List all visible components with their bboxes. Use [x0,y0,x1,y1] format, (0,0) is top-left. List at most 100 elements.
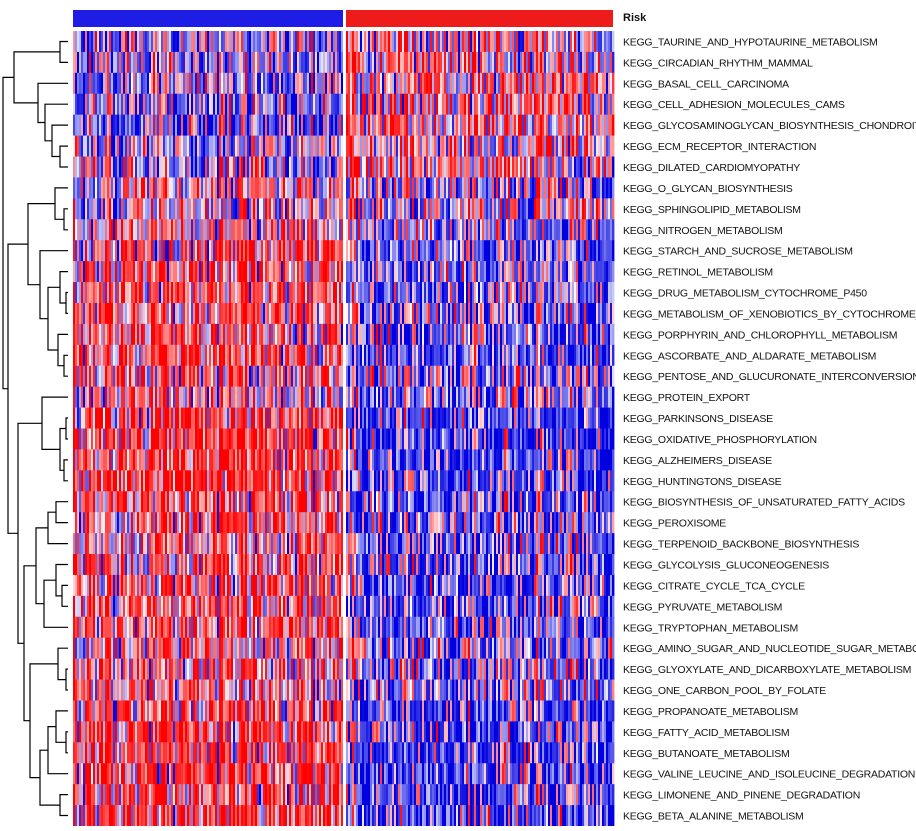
heatmap-cell [207,240,210,262]
heatmap-cell [101,219,104,241]
heatmap-cell [558,261,561,283]
heatmap-cell [384,261,387,283]
heatmap-cell [289,114,292,136]
heatmap-cell [255,323,258,346]
heatmap-cell [530,302,533,325]
heatmap-cell [339,219,342,241]
heatmap-cell [189,31,192,53]
heatmap-cell [506,31,509,53]
heatmap-cell [394,31,397,53]
heatmap-cell [512,31,515,53]
heatmap-cell [420,302,423,325]
heatmap-cell [572,72,575,95]
heatmap-cell [325,72,328,95]
heatmap-cell [197,177,200,199]
heatmap-cell [526,177,529,199]
heatmap-cell [562,72,565,95]
heatmap-cell [265,135,268,157]
heatmap-cell [197,156,200,178]
heatmap-cell [129,177,132,199]
heatmap-cell [550,72,553,95]
heatmap-cell [460,31,463,53]
heatmap-cell [251,51,254,74]
heatmap-cell [77,114,80,136]
heatmap-cell [510,302,513,325]
heatmap-cell [251,302,254,325]
heatmap-cell [510,323,513,346]
heatmap-cell [81,261,84,283]
heatmap-cell [81,156,84,178]
heatmap-cell [217,240,220,262]
heatmap-cell [325,135,328,157]
heatmap-cell [193,93,196,115]
heatmap-cell [165,51,168,74]
heatmap-cell [368,219,371,241]
heatmap-cell [271,156,274,178]
heatmap-cell [291,31,294,53]
heatmap-cell [169,240,172,262]
heatmap-cell [568,282,571,304]
heatmap-cell [358,177,361,199]
heatmap-cell [564,240,567,262]
heatmap-cell [396,323,399,346]
heatmap-cell [241,93,244,115]
heatmap-cell [77,51,80,74]
heatmap-cell [352,177,355,199]
heatmap-cell [408,72,411,95]
heatmap-cell [378,198,381,220]
heatmap-cell [109,282,112,304]
heatmap-cell [99,282,102,304]
heatmap-cell [247,240,250,262]
heatmap-cell [175,156,178,178]
heatmap-cell [512,219,515,241]
heatmap-cell [341,219,344,241]
heatmap-cell [586,261,589,283]
heatmap-cell [321,261,324,283]
heatmap-cell [464,261,467,283]
heatmap-cell [422,72,425,95]
heatmap-cell [394,219,397,241]
heatmap-cell [175,302,178,325]
heatmap-cell [590,51,593,74]
heatmap-cell [608,51,611,74]
heatmap-cell [574,219,577,241]
heatmap-cell [305,282,308,304]
heatmap-cell [255,72,258,95]
heatmap-cell [197,72,200,95]
heatmap-cell [83,323,86,346]
heatmap-cell [530,156,533,178]
heatmap-cell [85,302,88,325]
heatmap-cell [167,219,170,241]
heatmap-cell [317,156,320,178]
heatmap-cell [203,261,206,283]
heatmap-cell [370,114,373,136]
heatmap-cell [404,323,407,346]
heatmap-cell [95,219,98,241]
heatmap-cell [259,135,262,157]
heatmap-cell [307,135,310,157]
heatmap-cell [299,93,302,115]
heatmap-cell [596,93,599,115]
heatmap-cell [382,240,385,262]
heatmap-cell [169,135,172,157]
heatmap-cell [600,114,603,136]
heatmap-cell [211,156,214,178]
heatmap-cell [514,323,517,346]
heatmap-cell [135,219,138,241]
heatmap-cell [137,302,140,325]
heatmap-cell [476,114,479,136]
heatmap-cell [348,198,351,220]
heatmap-cell [269,51,272,74]
heatmap-cell [392,219,395,241]
heatmap-cell [321,72,324,95]
heatmap-cell [366,93,369,115]
heatmap-cell [560,240,563,262]
heatmap-cell [271,261,274,283]
heatmap-cell [608,261,611,283]
heatmap-cell [209,156,212,178]
heatmap-cell [442,198,445,220]
heatmap-cell [301,198,304,220]
heatmap-cell [418,156,421,178]
heatmap-cell [384,114,387,136]
heatmap-cell [227,323,230,346]
